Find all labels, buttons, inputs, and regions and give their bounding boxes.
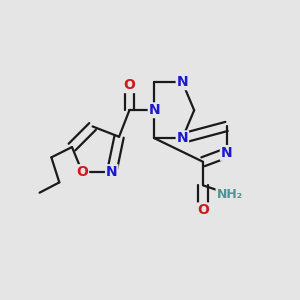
Text: N: N <box>221 146 232 160</box>
Text: O: O <box>76 165 88 179</box>
Text: O: O <box>197 203 209 218</box>
Text: O: O <box>124 78 135 92</box>
Text: N: N <box>106 165 118 179</box>
Text: NH₂: NH₂ <box>216 188 243 201</box>
Text: N: N <box>177 75 188 89</box>
Text: N: N <box>148 103 160 117</box>
Text: N: N <box>177 131 188 145</box>
